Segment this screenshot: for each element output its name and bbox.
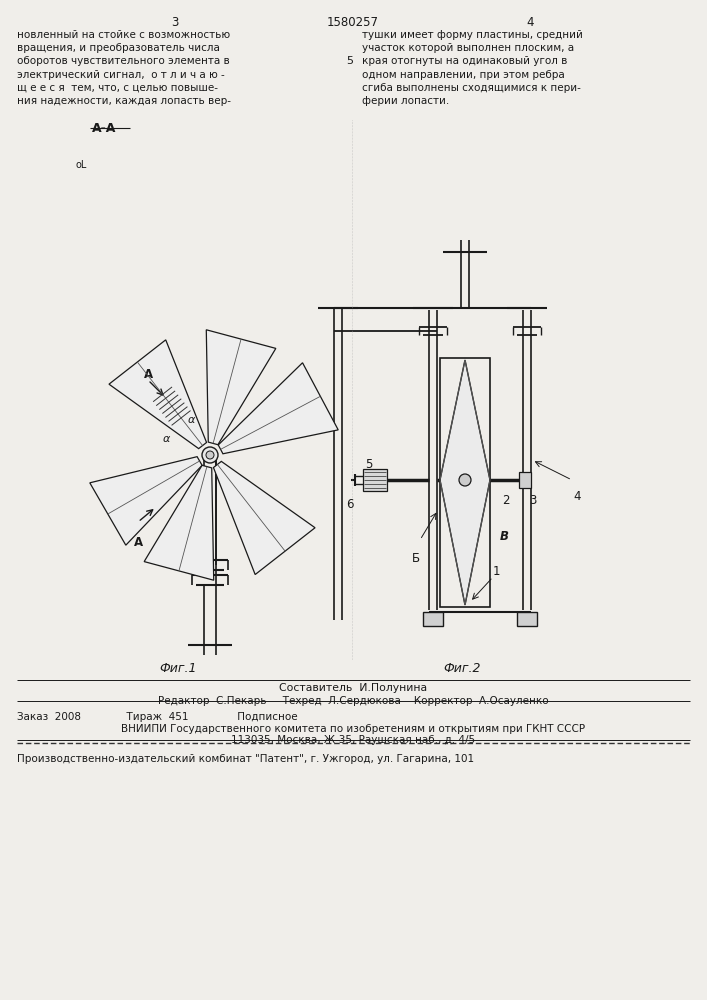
Bar bbox=[363, 469, 387, 491]
Text: 3: 3 bbox=[171, 16, 179, 29]
Polygon shape bbox=[214, 461, 315, 575]
Text: 5: 5 bbox=[346, 56, 354, 66]
Text: Производственно-издательский комбинат "Патент", г. Ужгород, ул. Гагарина, 101: Производственно-издательский комбинат "П… bbox=[17, 754, 474, 764]
Text: Составитель  И.Полунина: Составитель И.Полунина bbox=[279, 683, 427, 693]
Text: A: A bbox=[144, 368, 153, 381]
Text: вращения, и преобразователь числа: вращения, и преобразователь числа bbox=[17, 43, 220, 53]
Text: A: A bbox=[134, 536, 143, 549]
Polygon shape bbox=[218, 363, 338, 454]
Text: ферии лопасти.: ферии лопасти. bbox=[362, 96, 449, 106]
Text: Редактор  С.Пекарь     Техред  Л.Сердюкова    Корректор  А.Осауленко: Редактор С.Пекарь Техред Л.Сердюкова Кор… bbox=[158, 696, 549, 706]
Text: оборотов чувствительного элемента в: оборотов чувствительного элемента в bbox=[17, 56, 230, 66]
Text: 5: 5 bbox=[365, 458, 373, 471]
Text: одном направлении, при этом ребра: одном направлении, при этом ребра bbox=[362, 70, 565, 80]
Bar bbox=[440, 358, 490, 607]
Circle shape bbox=[459, 474, 471, 486]
Text: α: α bbox=[163, 434, 170, 444]
Text: oL: oL bbox=[75, 160, 86, 170]
Text: А-А: А-А bbox=[92, 122, 117, 135]
Text: В: В bbox=[500, 530, 509, 543]
Text: Заказ  2008              Тираж  451               Подписное: Заказ 2008 Тираж 451 Подписное bbox=[17, 712, 298, 722]
Text: 1580257: 1580257 bbox=[327, 16, 379, 29]
Text: 2: 2 bbox=[502, 494, 510, 507]
Text: Б: Б bbox=[412, 552, 420, 565]
Polygon shape bbox=[206, 330, 276, 445]
Text: участок которой выполнен плоским, а: участок которой выполнен плоским, а bbox=[362, 43, 574, 53]
Bar bbox=[517, 612, 537, 626]
Text: 1: 1 bbox=[493, 565, 501, 578]
Polygon shape bbox=[144, 465, 214, 580]
Polygon shape bbox=[440, 360, 490, 605]
Text: 3: 3 bbox=[529, 494, 537, 507]
Text: ВНИИПИ Государственного комитета по изобретениям и открытиям при ГКНТ СССР: ВНИИПИ Государственного комитета по изоб… bbox=[121, 724, 585, 734]
Text: сгиба выполнены сходящимися к пери-: сгиба выполнены сходящимися к пери- bbox=[362, 83, 581, 93]
Text: Фиг.1: Фиг.1 bbox=[159, 662, 197, 675]
Text: электрический сигнал,  о т л и ч а ю -: электрический сигнал, о т л и ч а ю - bbox=[17, 70, 225, 80]
Text: 4: 4 bbox=[526, 16, 534, 29]
Polygon shape bbox=[109, 340, 206, 449]
Text: Фиг.2: Фиг.2 bbox=[443, 662, 481, 675]
Text: щ е е с я  тем, что, с целью повыше-: щ е е с я тем, что, с целью повыше- bbox=[17, 83, 218, 93]
Text: тушки имеет форму пластины, средний: тушки имеет форму пластины, средний bbox=[362, 30, 583, 40]
Text: α: α bbox=[187, 415, 194, 425]
Polygon shape bbox=[90, 457, 202, 545]
Text: края отогнуты на одинаковый угол в: края отогнуты на одинаковый угол в bbox=[362, 56, 568, 66]
Text: ния надежности, каждая лопасть вер-: ния надежности, каждая лопасть вер- bbox=[17, 96, 231, 106]
Text: новленный на стойке с возможностью: новленный на стойке с возможностью bbox=[17, 30, 230, 40]
Bar bbox=[423, 612, 443, 626]
Text: 113035, Москва, Ж-35, Раушская наб., д. 4/5: 113035, Москва, Ж-35, Раушская наб., д. … bbox=[231, 735, 475, 745]
Circle shape bbox=[202, 447, 218, 463]
Circle shape bbox=[206, 451, 214, 459]
Bar bbox=[519, 472, 531, 488]
Text: 6: 6 bbox=[346, 498, 354, 511]
Text: 4: 4 bbox=[573, 490, 580, 503]
